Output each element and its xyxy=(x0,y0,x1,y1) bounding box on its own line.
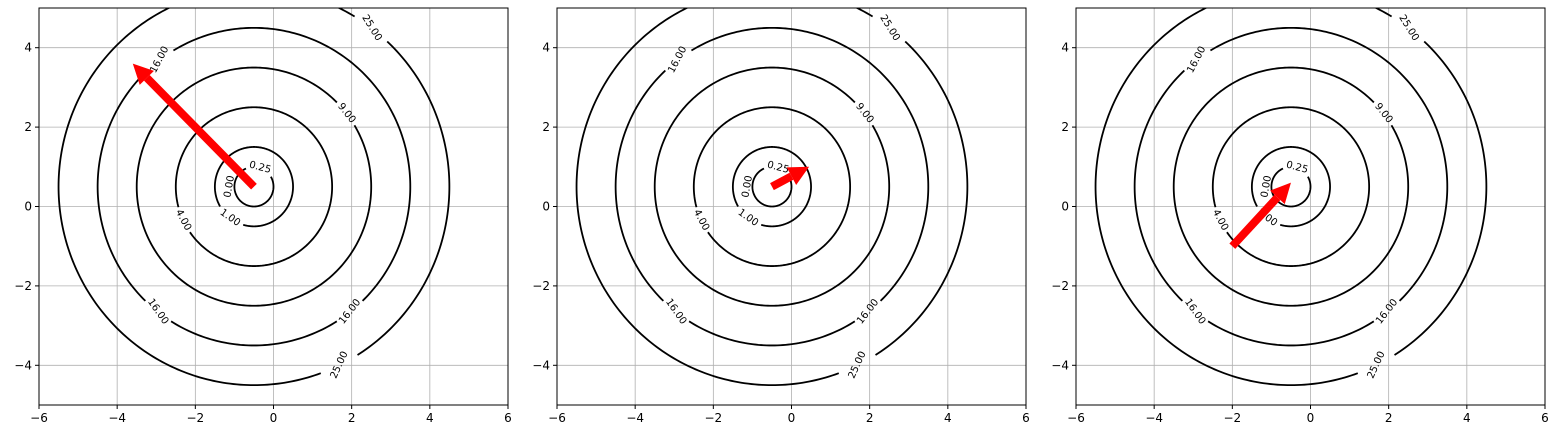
tick-labels: −6 −4 −2 0 2 4 6 −4 −2 0 2 4 xyxy=(532,41,1030,425)
contours xyxy=(57,8,451,387)
contour-level-0_25 xyxy=(1270,167,1312,208)
y-tick-label: −2 xyxy=(1051,279,1069,293)
contour-level-16 xyxy=(1133,26,1449,347)
contour-level-9 xyxy=(135,66,373,307)
y-tick-label: −4 xyxy=(1051,358,1069,372)
contour-level-4 xyxy=(174,106,334,267)
contour-level-25 xyxy=(575,8,969,387)
y-tick-label: −2 xyxy=(532,279,550,293)
contour-level-9 xyxy=(653,66,891,307)
x-tick-label: 4 xyxy=(1463,411,1471,425)
arrow-head xyxy=(132,63,154,85)
x-tick-label: 6 xyxy=(1022,411,1030,425)
x-tick-label: −6 xyxy=(30,411,48,425)
contour-level-1 xyxy=(731,146,812,228)
contour-level-0_25 xyxy=(233,167,275,208)
contour-label: 0.00 xyxy=(1259,175,1274,199)
x-tick-label: −2 xyxy=(1223,411,1241,425)
x-tick-label: −2 xyxy=(704,411,722,425)
x-tick-label: 4 xyxy=(944,411,952,425)
y-tick-label: 2 xyxy=(1061,120,1069,134)
contour-label: 0.00 xyxy=(222,175,237,199)
y-tick-label: −2 xyxy=(14,279,32,293)
grid xyxy=(38,8,509,405)
y-tick-label: 2 xyxy=(24,120,32,134)
gradient-arrow xyxy=(1229,182,1291,249)
tick-labels: −6 −4 −2 0 2 4 6 −4 −2 0 2 4 xyxy=(14,41,512,425)
arrow-shaft xyxy=(143,75,257,190)
y-tick-label: 4 xyxy=(24,41,32,55)
x-tick-label: −2 xyxy=(186,411,204,425)
x-tick-label: −4 xyxy=(108,411,126,425)
x-tick-label: 2 xyxy=(348,411,356,425)
x-tick-label: 2 xyxy=(1385,411,1393,425)
x-tick-label: 0 xyxy=(1307,411,1315,425)
contour-level-25 xyxy=(57,8,451,387)
contour-level-9 xyxy=(1172,66,1410,307)
gradient-arrow xyxy=(770,166,810,191)
tick-labels: −6 −4 −2 0 2 4 6 −4 −2 0 2 4 xyxy=(1051,41,1549,425)
x-tick-label: −4 xyxy=(626,411,644,425)
x-tick-label: −6 xyxy=(1067,411,1085,425)
x-tick-label: 0 xyxy=(270,411,278,425)
arrow-head xyxy=(1270,182,1291,205)
arrow-shaft xyxy=(1229,194,1281,249)
contour-level-1 xyxy=(213,146,294,228)
arrow-head xyxy=(786,166,810,186)
contour-level-4 xyxy=(692,106,852,267)
contour-label: 0.00 xyxy=(740,175,755,199)
y-tick-label: 0 xyxy=(24,200,32,214)
y-tick-label: 4 xyxy=(542,41,550,55)
x-tick-label: −6 xyxy=(548,411,566,425)
y-tick-label: −4 xyxy=(14,358,32,372)
arrow-shaft xyxy=(770,172,794,191)
contour-level-1 xyxy=(1250,146,1331,228)
contour-level-25 xyxy=(1094,8,1488,387)
contours xyxy=(1094,8,1488,387)
x-tick-label: 6 xyxy=(504,411,512,425)
y-tick-label: 4 xyxy=(1061,41,1069,55)
grid xyxy=(1075,8,1546,405)
x-tick-label: 6 xyxy=(1541,411,1549,425)
x-tick-label: 2 xyxy=(866,411,874,425)
contour-level-16 xyxy=(614,26,930,347)
y-tick-label: −4 xyxy=(532,358,550,372)
gradient-arrow xyxy=(132,63,257,190)
x-tick-label: 0 xyxy=(788,411,796,425)
y-tick-label: 2 xyxy=(542,120,550,134)
contour-level-16 xyxy=(96,26,412,347)
x-tick-label: 4 xyxy=(426,411,434,425)
y-tick-label: 0 xyxy=(542,200,550,214)
x-tick-label: −4 xyxy=(1145,411,1163,425)
contour-level-4 xyxy=(1211,106,1371,267)
contours xyxy=(575,8,969,387)
y-tick-label: 0 xyxy=(1061,200,1069,214)
